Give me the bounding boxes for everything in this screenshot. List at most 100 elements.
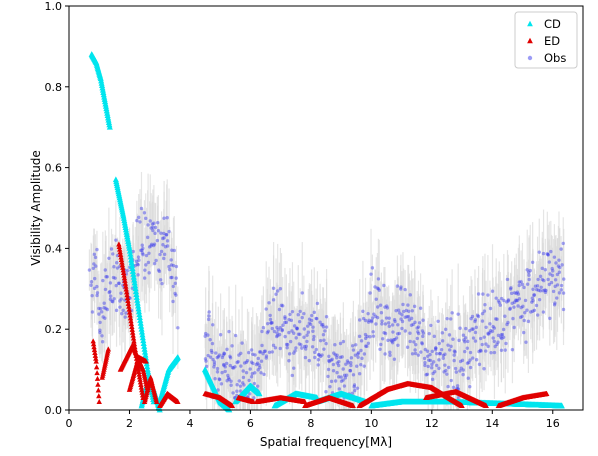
cd-point-111 xyxy=(141,346,148,352)
x-axis-label: Spatial frequency[Mλ] xyxy=(260,435,392,449)
obs-point-310 xyxy=(271,286,276,290)
obs-point-741 xyxy=(489,351,493,355)
obs-point-320 xyxy=(276,328,280,332)
obs-point-488 xyxy=(361,316,366,321)
obs-point-474 xyxy=(354,343,358,347)
obs-point-402 xyxy=(318,320,322,324)
obs-point-350 xyxy=(292,331,296,335)
obs-point-354 xyxy=(294,336,298,340)
ed-point-4 xyxy=(92,349,98,355)
cd-point-67 xyxy=(122,224,129,231)
obs-point-532 xyxy=(383,352,387,356)
cd-point-78 xyxy=(127,250,134,257)
ed-point-46 xyxy=(123,283,129,289)
obs-point-641 xyxy=(437,352,442,356)
plot-frame xyxy=(68,5,584,411)
obs-point-431 xyxy=(333,353,338,357)
obs-point-312 xyxy=(272,329,277,334)
obs-point-723 xyxy=(480,342,484,347)
obs-point-318 xyxy=(276,333,280,338)
obs-point-799 xyxy=(517,280,522,284)
obs-point-313 xyxy=(273,346,278,350)
obs-point-684 xyxy=(460,358,465,363)
obs-point-296 xyxy=(264,354,269,358)
ed-point-83 xyxy=(139,387,145,393)
obs-point-544 xyxy=(390,339,394,343)
obs-point-830 xyxy=(533,284,538,288)
obs-point-703 xyxy=(469,316,473,321)
obs-point-574 xyxy=(405,314,409,319)
obs-point-355 xyxy=(294,346,298,350)
obs-point-505 xyxy=(369,320,374,324)
obs-point-683 xyxy=(459,366,464,370)
obs-point-878 xyxy=(557,291,562,295)
obs-point-473 xyxy=(353,353,358,357)
obs-point-595 xyxy=(416,330,420,334)
obs-point-436 xyxy=(335,361,340,365)
obs-point-482 xyxy=(357,318,362,322)
obs-point-16 xyxy=(97,306,101,311)
obs-point-294 xyxy=(264,356,268,360)
obs-point-479 xyxy=(356,351,361,355)
obs-point-503 xyxy=(369,272,373,276)
obs-point-709 xyxy=(473,319,477,324)
obs-point-404 xyxy=(318,338,323,343)
ed-point-64 xyxy=(130,335,137,341)
obs-point-509 xyxy=(371,330,375,334)
obs-point-346 xyxy=(290,309,295,314)
obs-point-400 xyxy=(317,352,321,357)
obs-point-145 xyxy=(162,231,166,236)
obs-point-415 xyxy=(324,390,328,394)
obs-point-728 xyxy=(482,367,486,371)
obs-point-374 xyxy=(303,355,308,360)
ed-point-50 xyxy=(124,295,131,301)
cd-point-25 xyxy=(98,82,106,89)
obs-point-163 xyxy=(170,275,174,280)
obs-point-710 xyxy=(473,339,478,343)
obs-point-689 xyxy=(463,340,467,344)
obs-point-397 xyxy=(315,301,320,306)
cd-point-73 xyxy=(125,238,132,244)
ed-point-62 xyxy=(130,329,136,335)
obs-point-197 xyxy=(215,355,219,360)
obs-point-132 xyxy=(154,258,158,263)
ed-point-60 xyxy=(129,323,135,329)
obs-point-116 xyxy=(147,271,151,275)
obs-point-840 xyxy=(539,285,543,289)
obs-point-783 xyxy=(510,347,515,352)
obs-point-32 xyxy=(104,306,108,311)
obs-point-803 xyxy=(520,282,525,287)
cd-point-986 xyxy=(558,402,565,409)
obs-point-351 xyxy=(292,351,296,355)
obs-point-406 xyxy=(320,353,324,357)
obs-point-566 xyxy=(400,313,404,317)
obs-point-787 xyxy=(512,305,516,309)
obs-point-35 xyxy=(105,275,109,279)
ed-point-45 xyxy=(122,280,129,286)
obs-point-463 xyxy=(349,361,353,365)
obs-point-737 xyxy=(486,344,490,349)
obs-point-576 xyxy=(406,303,410,307)
obs-point-202 xyxy=(217,353,222,357)
obs-point-593 xyxy=(414,342,418,347)
obs-point-275 xyxy=(254,362,259,367)
obs-point-155 xyxy=(165,239,170,243)
obs-point-376 xyxy=(304,344,309,349)
cd-point-107 xyxy=(139,334,146,341)
obs-point-416 xyxy=(324,315,329,319)
x-axis-ticks: 0 2 4 6 8 10 12 14 16 xyxy=(66,410,560,430)
obs-point-682 xyxy=(458,359,463,364)
obs-point-754 xyxy=(495,317,499,321)
obs-point-588 xyxy=(411,322,415,327)
cd-point-22 xyxy=(97,75,104,82)
obs-point-647 xyxy=(441,356,445,360)
ed-point-58 xyxy=(128,318,134,324)
obs-point-841 xyxy=(538,289,543,293)
obs-point-371 xyxy=(302,335,306,339)
obs-point-283 xyxy=(258,365,262,370)
cd-point-109 xyxy=(140,340,147,347)
obs-point-676 xyxy=(456,312,460,316)
obs-point-445 xyxy=(340,355,344,359)
obs-point-809 xyxy=(523,310,527,315)
obs-point-462 xyxy=(348,368,352,373)
